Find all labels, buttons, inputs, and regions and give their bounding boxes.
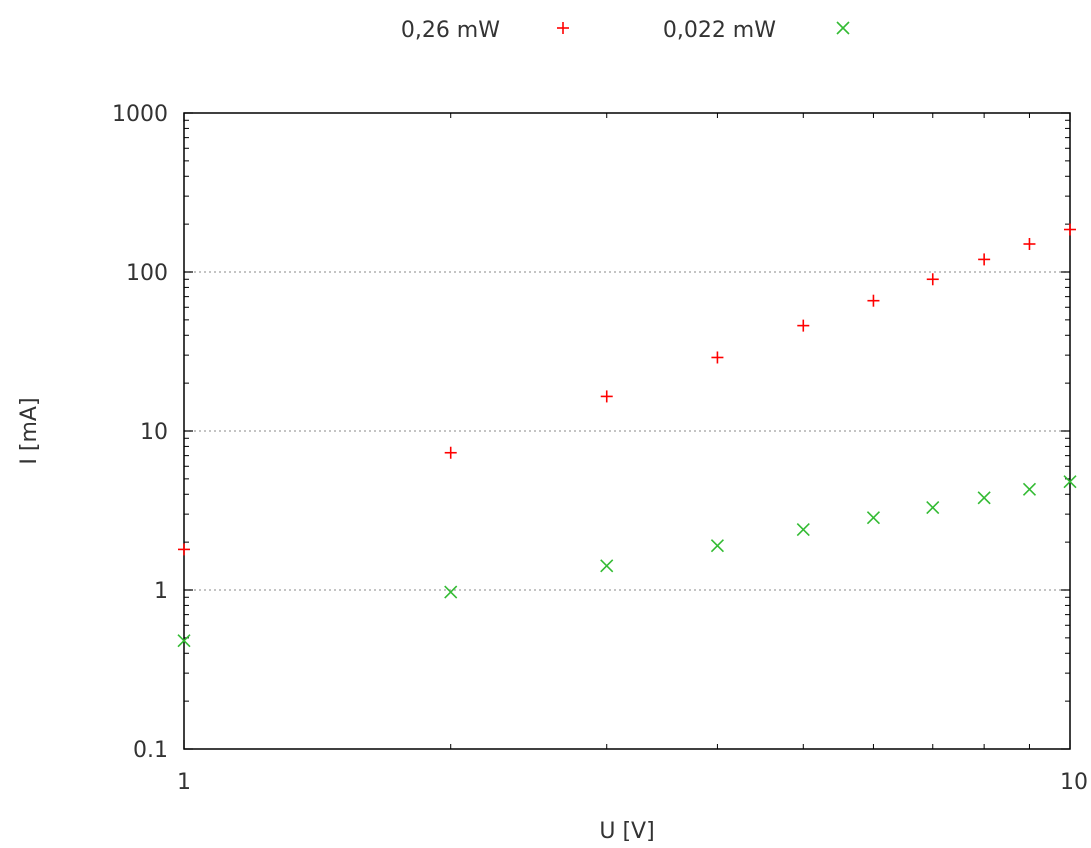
data-point <box>1023 238 1036 251</box>
data-point <box>796 522 810 537</box>
data-point-stroke <box>1063 475 1077 489</box>
plot-area-frame <box>183 112 1071 750</box>
data-point <box>1022 482 1037 496</box>
x-tick-label: 1 <box>177 770 191 795</box>
y-axis-label: I [mA] <box>17 397 42 464</box>
data-point-stroke <box>444 585 458 599</box>
data-point <box>866 511 881 525</box>
legend-label: 0,022 mW <box>663 18 776 43</box>
data-point <box>797 319 810 332</box>
data-point <box>178 543 190 556</box>
data-point-stroke <box>796 522 810 537</box>
y-tick-label: 0.1 <box>133 738 168 763</box>
legend-marker <box>836 21 850 35</box>
data-markers <box>177 223 1077 648</box>
data-point <box>867 294 880 307</box>
data-point-stroke <box>866 511 881 525</box>
data-point <box>600 559 614 573</box>
data-point <box>600 390 613 403</box>
data-point-stroke <box>1022 482 1037 496</box>
data-point <box>711 351 724 364</box>
data-point <box>1063 475 1077 489</box>
legend-marker-stroke <box>836 21 850 35</box>
legend-marker <box>557 22 569 34</box>
data-point-stroke <box>710 539 724 553</box>
y-tick-label: 1000 <box>112 102 168 127</box>
x-axis-label: U [V] <box>599 819 654 844</box>
data-point <box>926 500 940 515</box>
legend: 0,26 mW 0,022 mW <box>401 18 850 43</box>
series-1 <box>178 223 1076 556</box>
data-point <box>177 634 191 648</box>
data-point-stroke <box>977 491 991 505</box>
axis-ticks <box>183 112 1071 750</box>
data-point <box>710 539 724 553</box>
data-point <box>1064 223 1076 236</box>
grid-lines <box>184 271 1070 591</box>
data-point <box>444 446 457 459</box>
data-point <box>926 273 939 286</box>
data-point-stroke <box>926 500 940 515</box>
y-tick-label: 1 <box>154 579 168 604</box>
data-point-stroke <box>600 559 614 573</box>
y-tick-label: 10 <box>140 420 168 445</box>
legend-label: 0,26 mW <box>401 18 500 43</box>
data-point-stroke <box>177 634 191 648</box>
data-point <box>977 491 991 505</box>
data-point <box>444 585 458 599</box>
tick-labels: 0.1 1 10 100 1000 1 10 <box>112 102 1088 795</box>
series-2 <box>177 475 1077 648</box>
data-point <box>978 253 991 266</box>
x-tick-label: 10 <box>1060 770 1088 795</box>
y-tick-label: 100 <box>126 261 168 286</box>
